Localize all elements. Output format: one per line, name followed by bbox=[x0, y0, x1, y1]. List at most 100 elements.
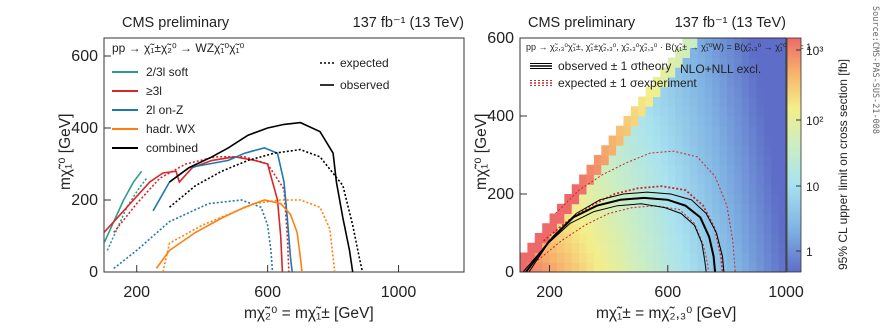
heatmap-cell bbox=[660, 164, 669, 175]
heatmap-cell bbox=[682, 262, 691, 272]
heatmap-cell bbox=[542, 242, 551, 253]
heatmap-cell bbox=[682, 223, 691, 234]
left-header-cms: CMS preliminary bbox=[122, 15, 230, 31]
heatmap-cell bbox=[623, 223, 632, 234]
heatmap-cell bbox=[638, 106, 647, 117]
heatmap-cell bbox=[704, 262, 713, 272]
heatmap-cell bbox=[520, 262, 528, 272]
heatmap-cell bbox=[734, 116, 743, 127]
heatmap-cell bbox=[704, 116, 713, 127]
heatmap-cell bbox=[697, 67, 706, 78]
heatmap-cell bbox=[586, 164, 595, 175]
heatmap-cell bbox=[734, 262, 743, 272]
heatmap-cell bbox=[689, 233, 698, 244]
heatmap-cell bbox=[667, 86, 676, 97]
heatmap-cell bbox=[549, 223, 558, 234]
right-y-tick-label: 0 bbox=[505, 264, 514, 281]
heatmap-cell bbox=[579, 213, 587, 224]
heatmap-cell bbox=[741, 106, 750, 117]
heatmap-cell bbox=[734, 86, 743, 97]
heatmap-cell bbox=[778, 116, 786, 127]
heatmap-cell bbox=[689, 116, 698, 127]
heatmap-cell bbox=[763, 96, 772, 107]
heatmap-cell bbox=[726, 262, 735, 272]
heatmap-cell bbox=[675, 184, 684, 195]
heatmap-cell bbox=[586, 233, 595, 244]
heatmap-cell bbox=[726, 184, 735, 195]
heatmap-cell bbox=[771, 57, 780, 68]
heatmap-cell bbox=[660, 96, 669, 107]
heatmap-cell bbox=[763, 155, 772, 166]
heatmap-cell bbox=[704, 145, 713, 156]
heatmap-cell bbox=[660, 174, 669, 185]
heatmap-cell bbox=[645, 242, 654, 253]
heatmap-cell bbox=[771, 184, 780, 195]
left-chart: CMS preliminary 137 fb⁻¹ (13 TeV) pp → χ… bbox=[57, 15, 465, 322]
heatmap-cell bbox=[749, 262, 757, 272]
heatmap-cell bbox=[763, 38, 772, 49]
heatmap-cell bbox=[645, 164, 654, 175]
heatmap-cell bbox=[527, 262, 536, 272]
heatmap-cell bbox=[534, 233, 543, 244]
heatmap-cell bbox=[675, 47, 684, 58]
heatmap-cell bbox=[667, 96, 676, 107]
heatmap-cell bbox=[667, 262, 676, 272]
heatmap-cell bbox=[682, 145, 691, 156]
heatmap-cell bbox=[756, 194, 765, 205]
heatmap-cell bbox=[682, 67, 691, 78]
heatmap-cell bbox=[638, 213, 647, 224]
heatmap-cell bbox=[653, 77, 661, 88]
left-expected-curve bbox=[113, 199, 274, 272]
heatmap-cell bbox=[675, 223, 684, 234]
heatmap-cell bbox=[771, 77, 780, 88]
heatmap-cell bbox=[756, 223, 765, 234]
heatmap-cell bbox=[645, 116, 654, 127]
heatmap-cell bbox=[638, 262, 647, 272]
heatmap-cell bbox=[638, 194, 647, 205]
heatmap-cell bbox=[593, 155, 602, 166]
heatmap-cell bbox=[638, 233, 647, 244]
heatmap-cell bbox=[556, 252, 565, 263]
heatmap-cell bbox=[763, 184, 772, 195]
heatmap-cell bbox=[660, 86, 669, 97]
heatmap-cell bbox=[756, 38, 765, 49]
heatmap-cell bbox=[556, 262, 565, 272]
heatmap-cell bbox=[763, 174, 772, 185]
left-y-tick-label: 400 bbox=[71, 120, 98, 137]
heatmap-cell bbox=[756, 116, 765, 127]
left-legend-label: hadr. WX bbox=[146, 122, 195, 136]
heatmap-cell bbox=[579, 252, 587, 263]
heatmap-cell bbox=[675, 164, 684, 175]
left-y-tick-label: 600 bbox=[71, 48, 98, 65]
heatmap-cell bbox=[719, 203, 728, 214]
heatmap-cell bbox=[608, 252, 617, 263]
heatmap-cell bbox=[623, 252, 632, 263]
heatmap-cell bbox=[630, 213, 639, 224]
heatmap-cell bbox=[645, 223, 654, 234]
source-note: Source:CMS-PAS-SUS-21-008 bbox=[870, 6, 880, 134]
heatmap-cell bbox=[571, 194, 580, 205]
heatmap-cell bbox=[660, 125, 669, 136]
heatmap-cell bbox=[660, 155, 669, 166]
heatmap-cell bbox=[719, 164, 728, 175]
heatmap-cell bbox=[756, 135, 765, 146]
heatmap-cell bbox=[778, 67, 786, 78]
heatmap-cell bbox=[623, 135, 632, 146]
heatmap-cell bbox=[749, 242, 757, 253]
heatmap-cell bbox=[667, 77, 676, 88]
heatmap-cell bbox=[756, 203, 765, 214]
heatmap-cell bbox=[660, 203, 669, 214]
heatmap-cell bbox=[778, 86, 786, 97]
heatmap-cell bbox=[630, 242, 639, 253]
heatmap-cell bbox=[689, 262, 698, 272]
heatmap-cell bbox=[667, 194, 676, 205]
heatmap-cell bbox=[697, 38, 706, 49]
heatmap-cell bbox=[749, 252, 757, 263]
heatmap-cell bbox=[682, 96, 691, 107]
heatmap-cell bbox=[697, 135, 706, 146]
heatmap-cell bbox=[704, 194, 713, 205]
heatmap-cell bbox=[749, 47, 757, 58]
heatmap-cell bbox=[763, 135, 772, 146]
heatmap-cell bbox=[653, 164, 661, 175]
heatmap-cell bbox=[756, 262, 765, 272]
